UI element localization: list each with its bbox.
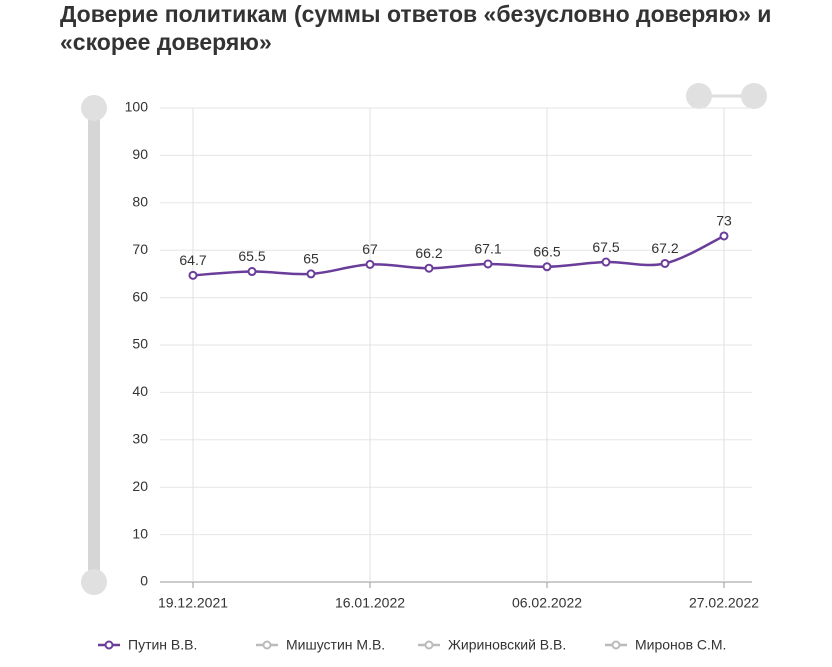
- range-handle[interactable]: [686, 83, 712, 109]
- data-label: 66.5: [533, 243, 560, 259]
- y-tick-label: 30: [132, 431, 148, 447]
- legend-label: Мишустин М.В.: [286, 637, 385, 653]
- range-handle[interactable]: [741, 83, 767, 109]
- data-label: 67: [362, 241, 378, 257]
- y-tick-label: 10: [132, 525, 148, 541]
- x-tick-label: 16.01.2022: [335, 595, 405, 611]
- data-label: 67.2: [651, 240, 678, 256]
- chart-title: Доверие политикам (суммы ответов «безусл…: [60, 1, 772, 55]
- y-tick-label: 0: [140, 573, 148, 589]
- scroll-handle[interactable]: [81, 95, 107, 121]
- legend-marker: [611, 640, 621, 650]
- point: [247, 267, 257, 277]
- data-label: 67.5: [592, 239, 619, 255]
- scroll-handle[interactable]: [81, 569, 107, 595]
- point: [483, 259, 493, 269]
- legend-item[interactable]: Мишустин М.В.: [256, 637, 385, 653]
- point: [188, 270, 198, 280]
- y-tick-label: 20: [132, 478, 148, 494]
- point: [601, 257, 611, 267]
- legend-label: Миронов С.М.: [635, 637, 726, 653]
- point: [365, 259, 375, 269]
- data-label: 66.2: [415, 245, 442, 261]
- point: [306, 269, 316, 279]
- y-tick-label: 90: [132, 146, 148, 162]
- legend-label: Жириновский В.В.: [448, 637, 566, 653]
- point: [660, 258, 670, 268]
- y-tick-label: 100: [125, 99, 149, 115]
- y-tick-label: 40: [132, 383, 148, 399]
- x-tick-label: 19.12.2021: [158, 595, 228, 611]
- y-tick-label: 60: [132, 288, 148, 304]
- data-label: 64.7: [179, 252, 206, 268]
- data-label: 73: [716, 213, 732, 229]
- series-line: [192, 234, 725, 277]
- x-tick-label: 27.02.2022: [689, 595, 759, 611]
- legend-item[interactable]: Путин В.В.: [98, 637, 197, 653]
- legend-item[interactable]: Жириновский В.В.: [418, 637, 566, 653]
- y-tick-label: 50: [132, 336, 148, 352]
- scrollbar[interactable]: [88, 100, 100, 582]
- legend-marker: [104, 640, 114, 650]
- point: [424, 263, 434, 273]
- legend-item[interactable]: Миронов С.М.: [605, 637, 726, 653]
- data-label: 65: [303, 251, 319, 267]
- point: [719, 231, 729, 241]
- data-label: 67.1: [474, 241, 501, 257]
- x-tick-label: 06.02.2022: [512, 595, 582, 611]
- legend-label: Путин В.В.: [128, 637, 197, 653]
- y-tick-label: 70: [132, 241, 148, 257]
- legend-marker: [262, 640, 272, 650]
- legend-marker: [424, 640, 434, 650]
- data-label: 65.5: [238, 248, 265, 264]
- y-tick-label: 80: [132, 194, 148, 210]
- point: [542, 262, 552, 272]
